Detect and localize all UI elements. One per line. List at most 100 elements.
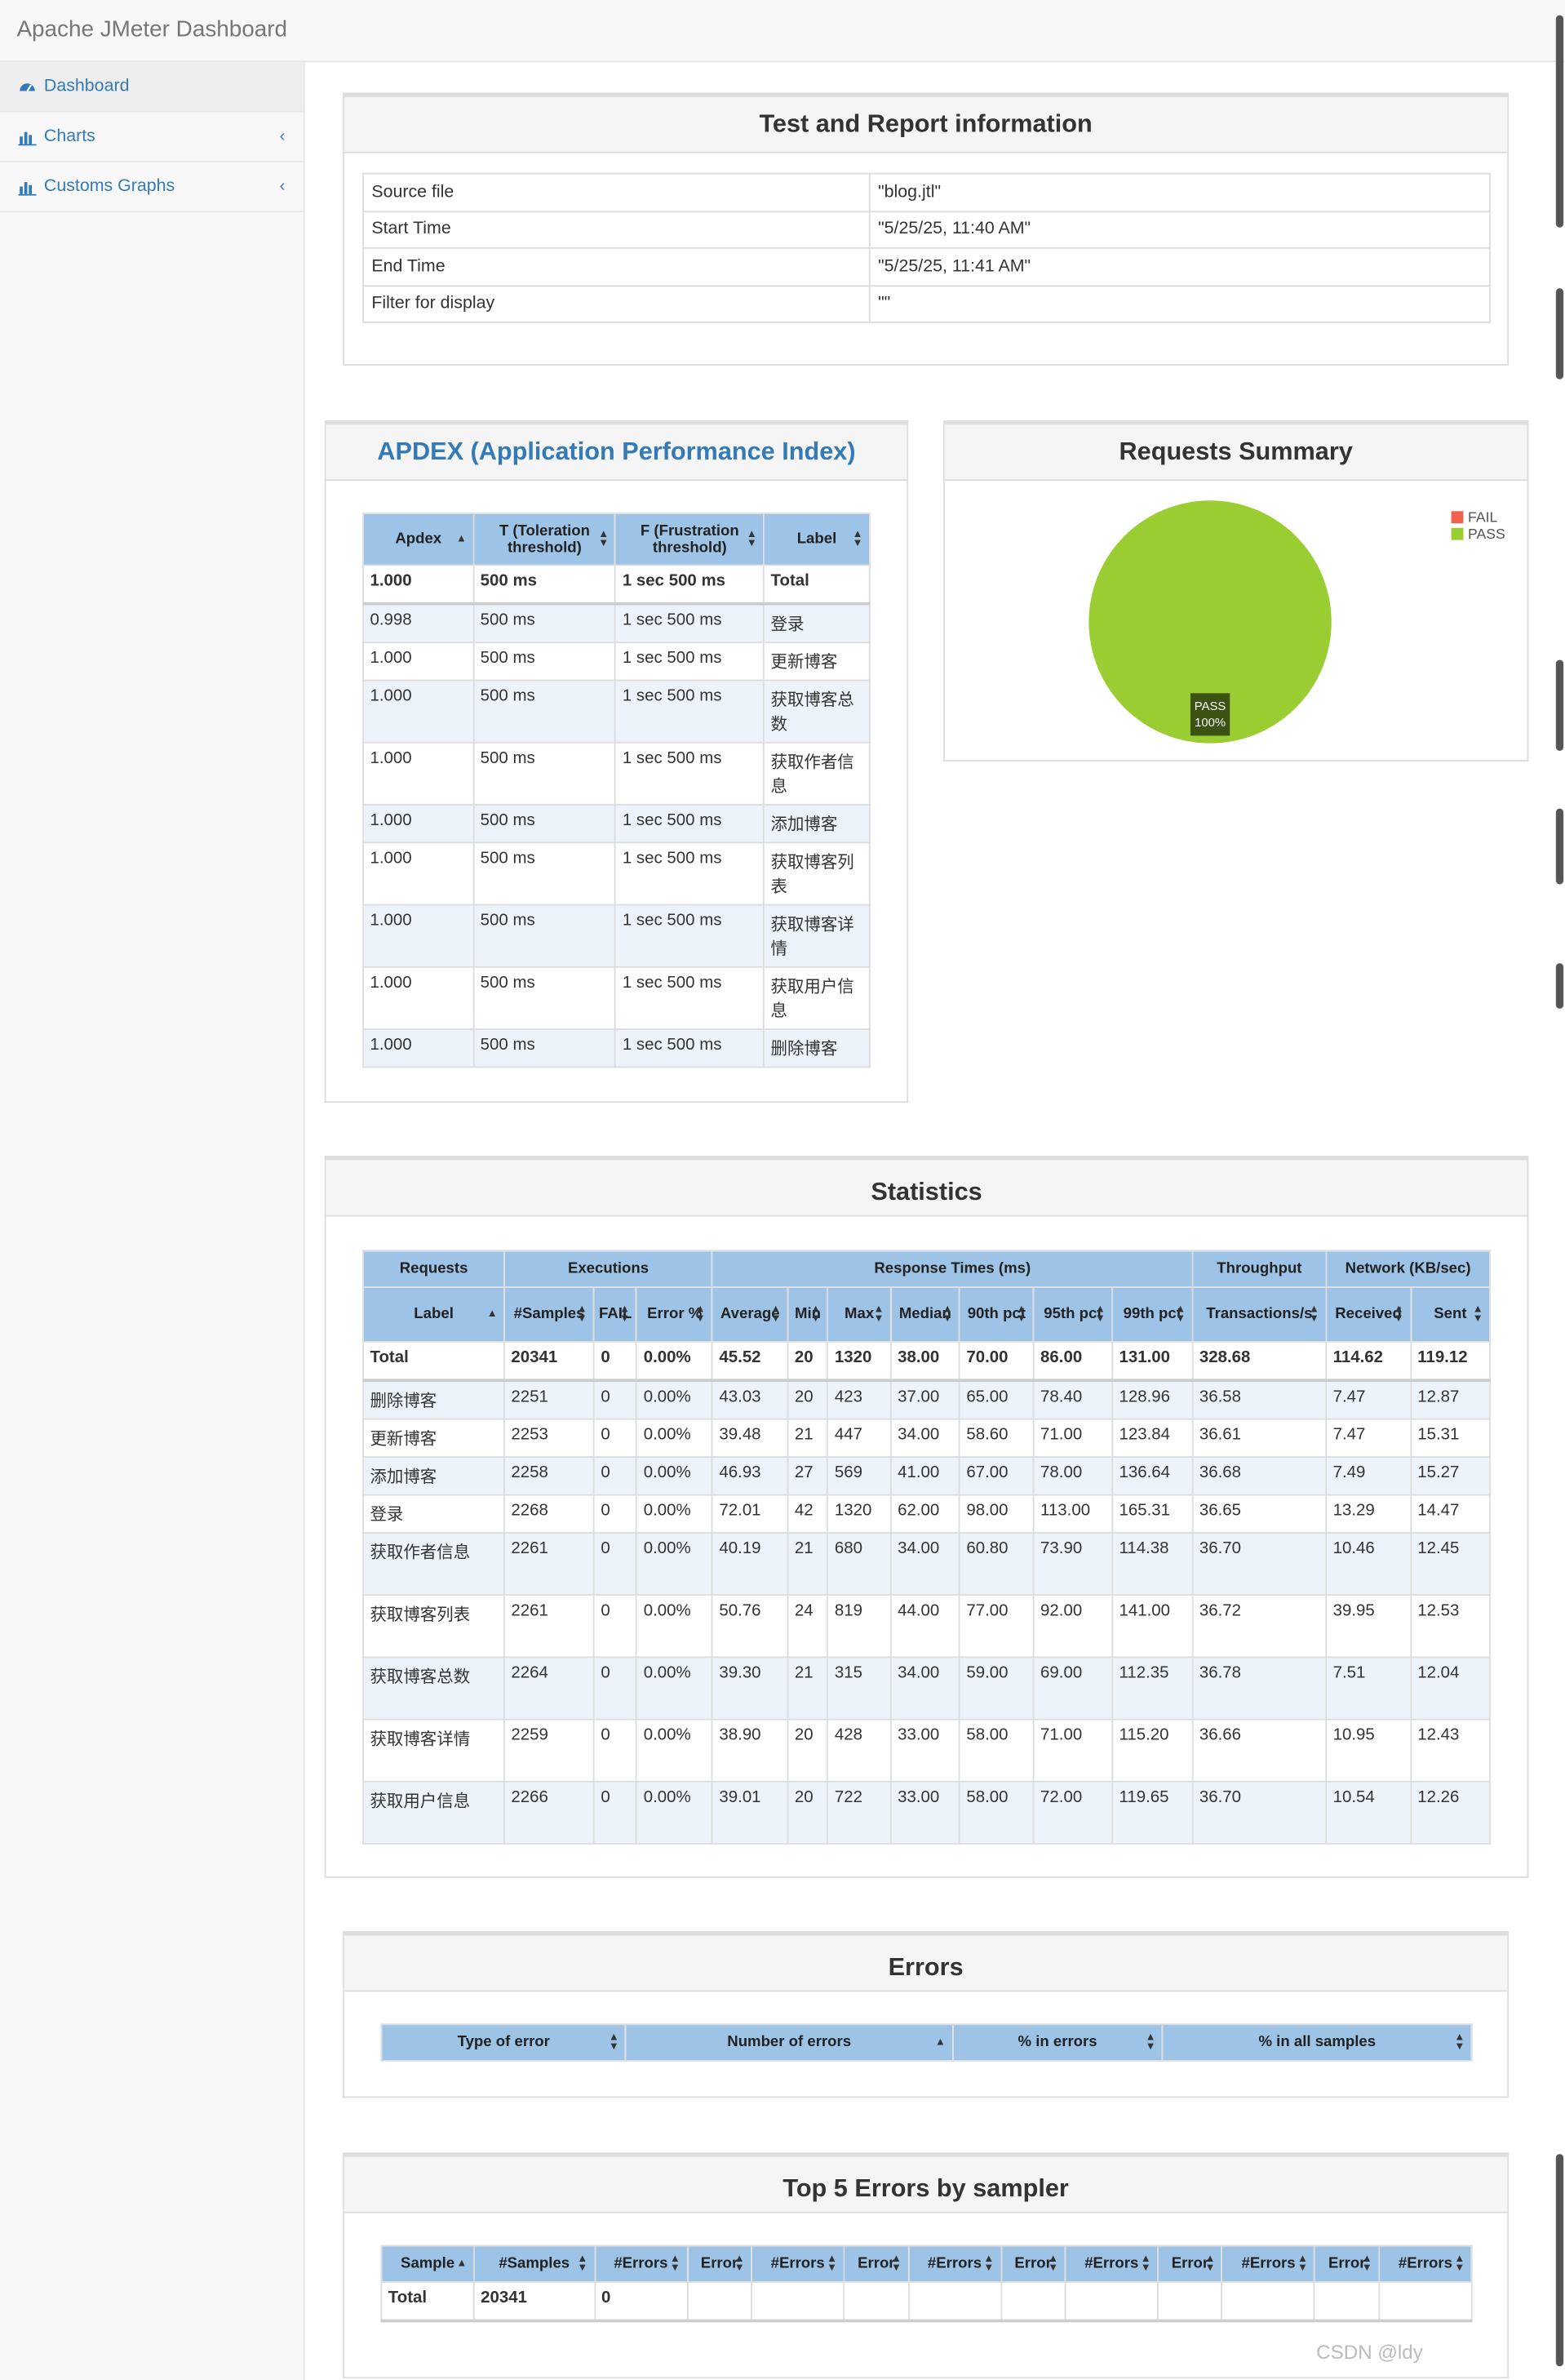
- scrollbar[interactable]: [1553, 0, 1565, 2378]
- column-header[interactable]: 95th pct ▲ ▼: [1032, 1286, 1114, 1343]
- table-row: Source file "blog.jtl": [362, 172, 1491, 212]
- column-header[interactable]: Number of errors ▲: [625, 2023, 954, 2062]
- column-header[interactable]: Error ▲ ▼: [843, 2245, 910, 2284]
- table-cell: 128.96: [1111, 1379, 1194, 1419]
- column-header[interactable]: #Errors ▲ ▼: [751, 2245, 845, 2284]
- table-row: 更新博客 2253 0 0.00% 39.48 21 447 34.00 58.60 71.00 1…: [362, 1417, 1491, 1458]
- table-cell: 37.00: [889, 1379, 960, 1419]
- table-cell: 500 ms: [472, 740, 617, 805]
- scrollbar-thumb[interactable]: [1555, 288, 1564, 380]
- column-header[interactable]: #Errors ▲ ▼: [593, 2245, 689, 2284]
- column-header[interactable]: Type of error ▲ ▼: [380, 2023, 627, 2062]
- table-cell: 136.64: [1111, 1455, 1194, 1495]
- legend-label: PASS: [1468, 526, 1505, 544]
- sidebar-item-customs-graphs[interactable]: Customs Graphs ‹: [0, 162, 304, 213]
- scrollbar-thumb[interactable]: [1555, 15, 1564, 228]
- scrollbar-thumb[interactable]: [1555, 963, 1564, 1009]
- info-value: "5/25/25, 11:40 AM": [868, 210, 1491, 249]
- sort-icon: ▲ ▼: [1393, 1303, 1404, 1324]
- table-cell: 58.00: [959, 1717, 1035, 1782]
- column-header[interactable]: F (Frustration threshold) ▲ ▼: [614, 513, 765, 566]
- header-label: #Samples: [513, 1306, 585, 1323]
- table-cell: 33.00: [889, 1779, 960, 1845]
- table-cell: 0: [593, 1417, 638, 1458]
- scrollbar-thumb[interactable]: [1555, 2154, 1564, 2367]
- table-cell: 67.00: [959, 1455, 1035, 1495]
- column-header[interactable]: 90th pct ▲ ▼: [959, 1286, 1035, 1343]
- table-row: Total 20341 0 0.00% 45.52 20 1320 38.00 70.00 86.…: [362, 1340, 1491, 1382]
- column-header[interactable]: Apdex ▲: [362, 513, 475, 566]
- column-header[interactable]: Error ▲ ▼: [1157, 2245, 1223, 2284]
- sidebar-item-label: Dashboard: [43, 77, 130, 96]
- brand-title[interactable]: Apache JMeter Dashboard: [16, 16, 288, 43]
- column-header[interactable]: #Samples ▲ ▼: [503, 1286, 595, 1343]
- table-cell: 0: [593, 1593, 638, 1658]
- column-header[interactable]: Error ▲ ▼: [1314, 2245, 1381, 2284]
- legend-item-pass[interactable]: PASS: [1451, 526, 1505, 544]
- table-cell: 86.00: [1032, 1340, 1114, 1382]
- column-header[interactable]: Median ▲ ▼: [889, 1286, 960, 1343]
- table-cell: 500 ms: [472, 602, 617, 643]
- table-cell: 7.51: [1325, 1655, 1412, 1720]
- sidebar-item-charts[interactable]: Charts ‹: [0, 113, 304, 162]
- table-cell: 0: [593, 1531, 638, 1596]
- sort-icon: ▲ ▼: [1361, 2253, 1372, 2273]
- scrollbar-thumb[interactable]: [1555, 808, 1564, 885]
- column-header[interactable]: Average ▲ ▼: [712, 1286, 789, 1343]
- header-label: Error %: [647, 1306, 703, 1323]
- column-header[interactable]: #Errors ▲ ▼: [1064, 2245, 1159, 2284]
- legend-item-fail[interactable]: FAIL: [1451, 509, 1505, 526]
- table-cell: 1 sec 500 ms: [614, 678, 765, 743]
- column-header[interactable]: #Samples ▲ ▼: [472, 2245, 596, 2284]
- column-header[interactable]: #Errors ▲ ▼: [1378, 2245, 1473, 2284]
- table-cell: [1314, 2281, 1381, 2322]
- column-header[interactable]: Label ▲ ▼: [763, 513, 871, 566]
- table-cell: 34.00: [889, 1655, 960, 1720]
- chart-legend: FAIL PASS: [1451, 509, 1505, 544]
- table-cell: 36.78: [1191, 1655, 1328, 1720]
- column-header[interactable]: Label ▲: [362, 1286, 505, 1343]
- table-cell: 20: [787, 1340, 829, 1382]
- chevron-left-icon[interactable]: ‹: [279, 127, 286, 146]
- column-header[interactable]: T (Toleration threshold) ▲ ▼: [472, 513, 617, 566]
- column-header[interactable]: #Errors ▲ ▼: [907, 2245, 1002, 2284]
- sort-icon: ▲ ▼: [1094, 1303, 1106, 1324]
- column-header[interactable]: FAIL ▲ ▼: [593, 1286, 638, 1343]
- chevron-left-icon[interactable]: ‹: [279, 177, 286, 196]
- scrollbar-thumb[interactable]: [1555, 659, 1564, 751]
- table-row: 1.000 500 ms 1 sec 500 ms 获取博客总数: [362, 678, 871, 743]
- table-cell: 114.62: [1325, 1340, 1412, 1382]
- table-cell: 33.00: [889, 1717, 960, 1782]
- table-cell: 78.40: [1032, 1379, 1114, 1419]
- column-header[interactable]: Sample ▲: [380, 2245, 475, 2284]
- column-header[interactable]: Max ▲ ▼: [827, 1286, 892, 1343]
- column-header[interactable]: Transactions/s ▲ ▼: [1191, 1286, 1328, 1343]
- table-cell: 0: [593, 1455, 638, 1495]
- column-header[interactable]: Error ▲ ▼: [686, 2245, 752, 2284]
- sidebar-item-dashboard[interactable]: Dashboard: [0, 62, 304, 113]
- table-cell: 1.000: [362, 803, 475, 843]
- column-header[interactable]: Sent ▲ ▼: [1409, 1286, 1491, 1343]
- column-header[interactable]: Error ▲ ▼: [1000, 2245, 1066, 2284]
- table-cell: 7.47: [1325, 1417, 1412, 1458]
- header-label: Number of errors: [727, 2034, 852, 2051]
- column-header[interactable]: Error % ▲ ▼: [636, 1286, 713, 1343]
- pie-slice-pass[interactable]: [1088, 500, 1332, 744]
- sort-icon: ▲ ▼: [669, 2253, 681, 2273]
- header-label: Error: [700, 2255, 738, 2273]
- report-info-table: Source file "blog.jtl" Start Time "5/25/25…: [362, 172, 1491, 323]
- sort-icon: ▲ ▼: [852, 528, 863, 548]
- table-cell: 71.00: [1032, 1417, 1114, 1458]
- column-header[interactable]: Min ▲ ▼: [787, 1286, 829, 1343]
- table-cell: 1 sec 500 ms: [614, 803, 765, 843]
- panel-title[interactable]: APDEX (Application Performance Index): [326, 424, 907, 482]
- sort-icon: ▲: [456, 533, 467, 544]
- column-header[interactable]: 99th pct ▲ ▼: [1111, 1286, 1194, 1343]
- table-cell: 73.90: [1032, 1531, 1114, 1596]
- column-header[interactable]: % in all samples ▲ ▼: [1161, 2023, 1473, 2062]
- column-header[interactable]: #Errors ▲ ▼: [1221, 2245, 1316, 2284]
- table-cell: 0: [593, 1779, 638, 1845]
- column-header[interactable]: % in errors ▲ ▼: [951, 2023, 1164, 2062]
- table-cell: 1.000: [362, 903, 475, 967]
- column-header[interactable]: Received ▲ ▼: [1325, 1286, 1412, 1343]
